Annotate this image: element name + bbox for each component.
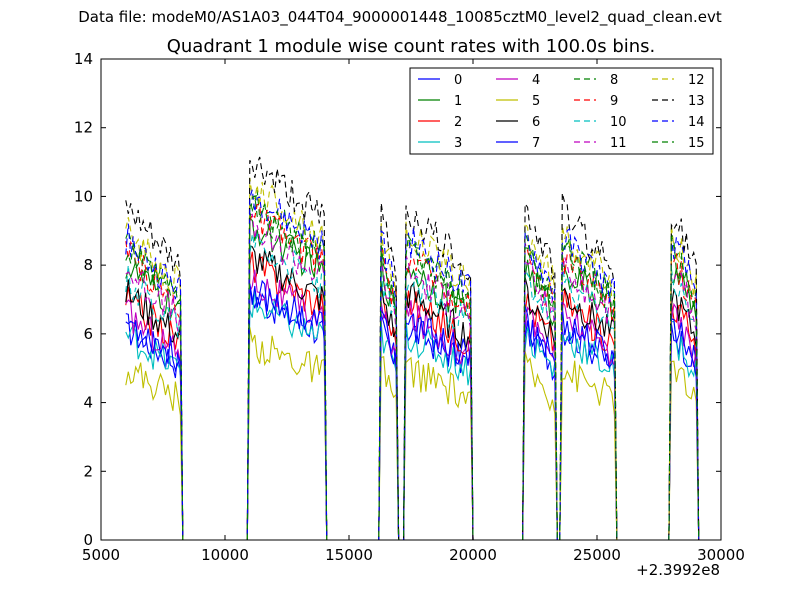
y-tick-label: 0 xyxy=(83,531,93,549)
axes-frame xyxy=(100,58,722,541)
series-line-9 xyxy=(125,203,700,541)
legend-label-2: 2 xyxy=(454,115,462,130)
series-line-15 xyxy=(125,195,700,541)
series-line-10 xyxy=(125,232,700,541)
legend-label-10: 10 xyxy=(610,115,627,130)
series-lines xyxy=(125,156,700,541)
legend-box xyxy=(409,67,714,155)
x-tick-label: 30000 xyxy=(697,546,745,564)
series-line-1 xyxy=(125,217,700,541)
x-axis-offset-label: +2.3992e8 xyxy=(636,561,720,579)
series-line-6 xyxy=(125,245,700,541)
legend-label-1: 1 xyxy=(454,94,462,109)
legend-label-6: 6 xyxy=(532,115,540,130)
series-line-8 xyxy=(125,190,700,541)
legend-label-12: 12 xyxy=(688,73,705,88)
legend-label-11: 11 xyxy=(610,136,627,151)
legend-label-15: 15 xyxy=(688,136,705,151)
series-line-0 xyxy=(125,283,700,541)
x-tick-label: 10000 xyxy=(201,546,249,564)
legend-label-5: 5 xyxy=(532,94,540,109)
legend-label-3: 3 xyxy=(454,136,462,151)
y-tick-label: 8 xyxy=(83,256,93,274)
x-tick-label: 5000 xyxy=(82,546,120,564)
y-tick-label: 14 xyxy=(74,50,93,68)
y-tick-label: 10 xyxy=(74,187,93,205)
y-tick-label: 12 xyxy=(74,119,93,137)
legend-label-7: 7 xyxy=(532,136,540,151)
figure-suptitle: Data file: modeM0/AS1A03_044T04_90000014… xyxy=(78,8,722,26)
legend-label-9: 9 xyxy=(610,94,618,109)
series-line-14 xyxy=(125,189,700,541)
legend-label-13: 13 xyxy=(688,94,705,109)
y-tick-label: 4 xyxy=(83,394,93,412)
x-tick-label: 20000 xyxy=(449,546,497,564)
legend-label-8: 8 xyxy=(610,73,618,88)
chart-title: Quadrant 1 module wise count rates with … xyxy=(166,36,656,57)
legend-label-4: 4 xyxy=(532,73,540,88)
y-tick-label: 6 xyxy=(83,325,93,343)
x-tick-label: 25000 xyxy=(573,546,621,564)
legend-label-0: 0 xyxy=(454,73,462,88)
x-tick-label: 15000 xyxy=(325,546,373,564)
y-tick-label: 2 xyxy=(83,462,93,480)
legend-label-14: 14 xyxy=(688,115,705,130)
series-line-2 xyxy=(125,251,700,541)
